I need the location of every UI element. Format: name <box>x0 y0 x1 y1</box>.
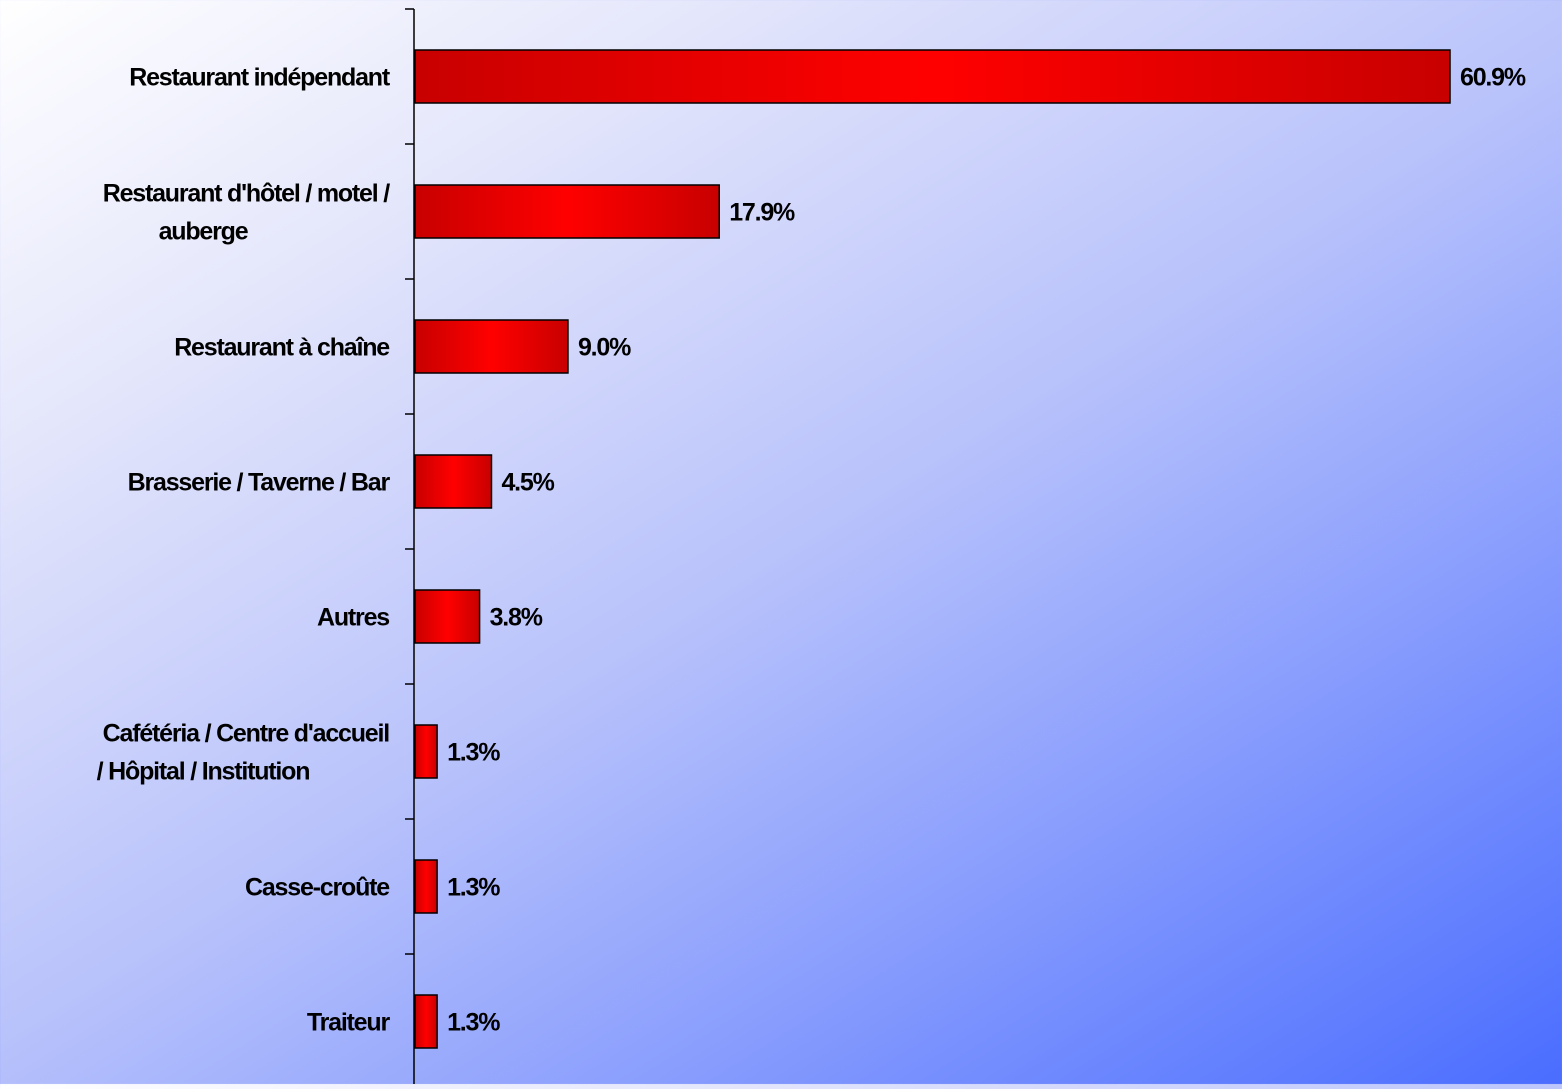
bar <box>414 184 720 239</box>
bar <box>414 724 438 779</box>
category-label: Restaurant indépendant <box>129 64 391 92</box>
category-label: Casse-croûte <box>245 874 390 902</box>
data-label: 1.3% <box>447 1009 500 1037</box>
category-label: Cafétéria / Centre d'accueil <box>103 720 390 748</box>
bar <box>414 859 438 914</box>
data-label: 9.0% <box>578 334 631 362</box>
category-axis <box>405 8 415 1089</box>
data-label: 3.8% <box>490 604 543 632</box>
bar <box>414 49 1451 104</box>
bar <box>414 994 438 1049</box>
bars-group <box>414 49 1451 1049</box>
bar <box>414 589 481 644</box>
data-label: 1.3% <box>447 874 500 902</box>
category-label: Autres <box>317 604 389 632</box>
data-label: 1.3% <box>447 739 500 767</box>
data-label: 4.5% <box>501 469 554 497</box>
data-label: 17.9% <box>729 199 795 227</box>
bar <box>414 319 569 374</box>
category-label: / Hôpital / Institution <box>97 758 310 786</box>
category-label: Traiteur <box>307 1009 391 1037</box>
bar <box>414 454 493 509</box>
data-label: 60.9% <box>1460 64 1526 92</box>
category-label: Restaurant d'hôtel / motel / <box>103 180 391 208</box>
category-label: Restaurant à chaîne <box>174 334 390 362</box>
category-label: auberge <box>159 218 249 246</box>
category-label: Brasserie / Taverne / Bar <box>128 469 391 497</box>
labels-group: 60.9% Restaurant indépendant 17.9% Restaura… <box>97 64 1527 1037</box>
